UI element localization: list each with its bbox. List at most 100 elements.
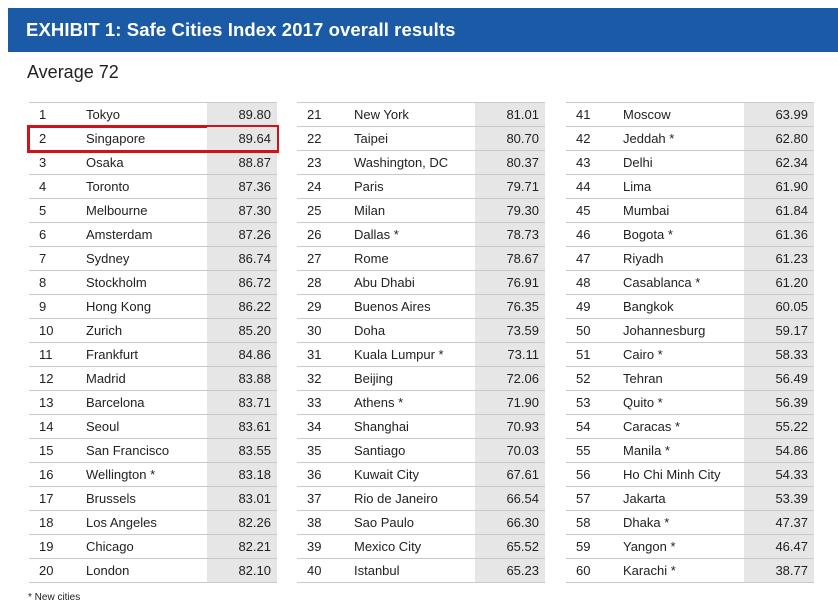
rank-cell: 59 — [576, 539, 591, 554]
score-cell: 54.86 — [744, 439, 814, 462]
rankings-table-column-2: 21 New York 81.01 22 Taipei 80.70 23 Washington… — [297, 102, 545, 583]
table-row: 6 Amsterdam 87.26 — [29, 223, 277, 247]
table-row: 24 Paris 79.71 — [297, 175, 545, 199]
exhibit-title-banner: EXHIBIT 1: Safe Cities Index 2017 overal… — [8, 8, 838, 52]
table-row: 57 Jakarta 53.39 — [566, 487, 814, 511]
table-row: 42 Jeddah * 62.80 — [566, 127, 814, 151]
score-cell: 83.71 — [207, 391, 277, 414]
table-row: 37 Rio de Janeiro 66.54 — [297, 487, 545, 511]
rank-cell: 42 — [576, 131, 591, 146]
table-row: 16 Wellington * 83.18 — [29, 463, 277, 487]
table-row: 28 Abu Dhabi 76.91 — [297, 271, 545, 295]
score-cell: 81.01 — [475, 103, 545, 126]
table-row: 17 Brussels 83.01 — [29, 487, 277, 511]
table-row: 58 Dhaka * 47.37 — [566, 511, 814, 535]
score-cell: 73.11 — [475, 343, 545, 366]
table-row: 27 Rome 78.67 — [297, 247, 545, 271]
city-cell: Beijing — [354, 371, 394, 386]
city-cell: Karachi * — [623, 563, 676, 578]
rankings-table-column-1: 1 Tokyo 89.80 2 Singapore 89.64 3 Osaka 88.87 4 To… — [27, 102, 279, 583]
table-row: 40 Istanbul 65.23 — [297, 559, 545, 583]
score-cell: 83.61 — [207, 415, 277, 438]
city-cell: Singapore — [86, 131, 146, 146]
score-cell: 62.34 — [744, 151, 814, 174]
city-cell: Sao Paulo — [354, 515, 414, 530]
rank-cell: 32 — [307, 371, 322, 386]
rank-cell: 52 — [576, 371, 591, 386]
rank-cell: 18 — [39, 515, 54, 530]
rank-cell: 23 — [307, 155, 322, 170]
table-row: 14 Seoul 83.61 — [29, 415, 277, 439]
table-row: 34 Shanghai 70.93 — [297, 415, 545, 439]
score-cell: 87.30 — [207, 199, 277, 222]
city-cell: Milan — [354, 203, 386, 218]
score-cell: 79.30 — [475, 199, 545, 222]
city-cell: Stockholm — [86, 275, 147, 290]
table-row: 21 New York 81.01 — [297, 103, 545, 127]
score-cell: 59.17 — [744, 319, 814, 342]
rank-cell: 3 — [39, 155, 47, 170]
table-row: 53 Quito * 56.39 — [566, 391, 814, 415]
table-row: 54 Caracas * 55.22 — [566, 415, 814, 439]
rank-cell: 40 — [307, 563, 322, 578]
city-cell: Abu Dhabi — [354, 275, 415, 290]
rank-cell: 17 — [39, 491, 54, 506]
score-cell: 76.91 — [475, 271, 545, 294]
rank-cell: 43 — [576, 155, 591, 170]
score-cell: 55.22 — [744, 415, 814, 438]
rank-cell: 9 — [39, 299, 47, 314]
score-cell: 58.33 — [744, 343, 814, 366]
score-cell: 89.80 — [207, 103, 277, 126]
city-cell: Doha — [354, 323, 386, 338]
rank-cell: 47 — [576, 251, 591, 266]
rank-cell: 39 — [307, 539, 322, 554]
score-cell: 87.36 — [207, 175, 277, 198]
city-cell: Cairo * — [623, 347, 663, 362]
score-cell: 38.77 — [744, 559, 814, 582]
score-cell: 60.05 — [744, 295, 814, 318]
rank-cell: 44 — [576, 179, 591, 194]
city-cell: Shanghai — [354, 419, 409, 434]
city-cell: Chicago — [86, 539, 134, 554]
city-cell: Zurich — [86, 323, 123, 338]
table-row: 26 Dallas * 78.73 — [297, 223, 545, 247]
city-cell: Wellington * — [86, 467, 156, 482]
rank-cell: 10 — [39, 323, 54, 338]
city-cell: Melbourne — [86, 203, 148, 218]
table-row: 52 Tehran 56.49 — [566, 367, 814, 391]
table-row: 31 Kuala Lumpur * 73.11 — [297, 343, 545, 367]
city-cell: Jakarta — [623, 491, 666, 506]
rank-cell: 26 — [307, 227, 322, 242]
rank-cell: 22 — [307, 131, 322, 146]
rank-cell: 38 — [307, 515, 322, 530]
rank-cell: 11 — [39, 347, 53, 362]
table-row: 50 Johannesburg 59.17 — [566, 319, 814, 343]
score-cell: 87.26 — [207, 223, 277, 246]
rank-cell: 34 — [307, 419, 322, 434]
city-cell: Bogota * — [623, 227, 673, 242]
table-row: 51 Cairo * 58.33 — [566, 343, 814, 367]
city-cell: Istanbul — [354, 563, 400, 578]
rank-cell: 27 — [307, 251, 322, 266]
score-cell: 61.20 — [744, 271, 814, 294]
table-row: 35 Santiago 70.03 — [297, 439, 545, 463]
city-cell: Riyadh — [623, 251, 664, 266]
score-cell: 65.52 — [475, 535, 545, 558]
rank-cell: 50 — [576, 323, 591, 338]
table-row: 39 Mexico City 65.52 — [297, 535, 545, 559]
table-row: 48 Casablanca * 61.20 — [566, 271, 814, 295]
score-cell: 86.72 — [207, 271, 277, 294]
table-row: 19 Chicago 82.21 — [29, 535, 277, 559]
city-cell: London — [86, 563, 130, 578]
table-row: 38 Sao Paulo 66.30 — [297, 511, 545, 535]
score-cell: 83.88 — [207, 367, 277, 390]
table-row: 47 Riyadh 61.23 — [566, 247, 814, 271]
rank-cell: 55 — [576, 443, 591, 458]
table-row: 30 Doha 73.59 — [297, 319, 545, 343]
table-row: 15 San Francisco 83.55 — [29, 439, 277, 463]
table-row: 45 Mumbai 61.84 — [566, 199, 814, 223]
score-cell: 80.70 — [475, 127, 545, 150]
score-cell: 71.90 — [475, 391, 545, 414]
score-cell: 86.22 — [207, 295, 277, 318]
rank-cell: 49 — [576, 299, 591, 314]
